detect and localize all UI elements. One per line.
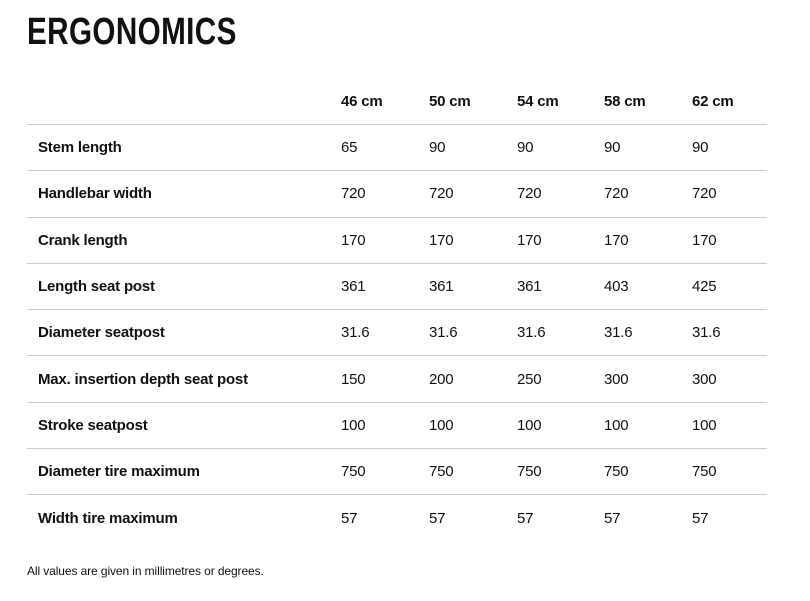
value-cell: 100 — [429, 416, 454, 434]
value-cell: 300 — [604, 370, 629, 388]
value-cell: 750 — [341, 463, 366, 481]
value-cell: 720 — [692, 185, 717, 203]
value-cell: 200 — [429, 370, 454, 388]
value-cell: 90 — [517, 139, 534, 157]
value-cell: 57 — [692, 510, 709, 528]
row-label: Width tire maximum — [38, 510, 178, 528]
value-cell: 57 — [517, 510, 534, 528]
table-row: Crank length 170 170 170 170 170 — [27, 218, 767, 264]
table-row: Stroke seatpost 100 100 100 100 100 — [27, 403, 767, 450]
value-cell: 31.6 — [517, 324, 546, 342]
table-row: Stem length 65 90 90 90 90 — [27, 125, 767, 172]
row-label: Length seat post — [38, 278, 155, 296]
value-cell: 31.6 — [604, 324, 633, 342]
page-title: ERGONOMICS — [27, 11, 237, 53]
value-cell: 31.6 — [692, 324, 721, 342]
row-label: Diameter seatpost — [38, 324, 165, 342]
value-cell: 90 — [692, 139, 709, 157]
value-cell: 100 — [341, 416, 366, 434]
value-cell: 170 — [692, 231, 717, 249]
value-cell: 90 — [429, 139, 446, 157]
row-label: Max. insertion depth seat post — [38, 370, 248, 388]
row-label: Diameter tire maximum — [38, 463, 200, 481]
value-cell: 65 — [341, 139, 358, 157]
column-header-62-cm: 62 cm — [692, 93, 734, 110]
row-label: Handlebar width — [38, 185, 152, 203]
value-cell: 361 — [429, 278, 454, 296]
row-label: Stem length — [38, 139, 122, 157]
value-cell: 100 — [692, 416, 717, 434]
table-row: Diameter tire maximum 750 750 750 750 750 — [27, 449, 767, 496]
value-cell: 300 — [692, 370, 717, 388]
value-cell: 250 — [517, 370, 542, 388]
value-cell: 720 — [517, 185, 542, 203]
table-row: Length seat post 361 361 361 403 425 — [27, 264, 767, 311]
table-footnote: All values are given in millimetres or d… — [27, 563, 264, 578]
value-cell: 90 — [604, 139, 621, 157]
column-header-54-cm: 54 cm — [517, 93, 559, 110]
column-header-50-cm: 50 cm — [429, 93, 471, 110]
row-label: Crank length — [38, 231, 128, 249]
value-cell: 57 — [341, 510, 358, 528]
table-body: Stem length 65 90 90 90 90 Handlebar width 720 7… — [27, 125, 767, 542]
value-cell: 720 — [429, 185, 454, 203]
table-row: Diameter seatpost 31.6 31.6 31.6 31.6 31.6 — [27, 310, 767, 357]
value-cell: 100 — [517, 416, 542, 434]
value-cell: 425 — [692, 278, 717, 296]
ergonomics-page: ERGONOMICS 46 cm 50 cm 54 cm 58 cm 62 cm Ste… — [27, 11, 767, 578]
value-cell: 170 — [341, 231, 366, 249]
value-cell: 361 — [341, 278, 366, 296]
value-cell: 750 — [429, 463, 454, 481]
table-row: Width tire maximum 57 57 57 57 57 — [27, 495, 767, 541]
value-cell: 170 — [517, 231, 542, 249]
value-cell: 361 — [517, 278, 542, 296]
ergonomics-table: 46 cm 50 cm 54 cm 58 cm 62 cm Stem length 65 9… — [27, 79, 767, 542]
value-cell: 170 — [604, 231, 629, 249]
value-cell: 750 — [517, 463, 542, 481]
value-cell: 750 — [604, 463, 629, 481]
value-cell: 150 — [341, 370, 366, 388]
value-cell: 57 — [429, 510, 446, 528]
value-cell: 403 — [604, 278, 629, 296]
row-label: Stroke seatpost — [38, 416, 148, 434]
value-cell: 750 — [692, 463, 717, 481]
column-header-58-cm: 58 cm — [604, 93, 646, 110]
column-header-46-cm: 46 cm — [341, 93, 383, 110]
value-cell: 31.6 — [341, 324, 370, 342]
value-cell: 31.6 — [429, 324, 458, 342]
value-cell: 57 — [604, 510, 621, 528]
value-cell: 100 — [604, 416, 629, 434]
table-header-row: 46 cm 50 cm 54 cm 58 cm 62 cm — [27, 79, 767, 125]
table-row: Max. insertion depth seat post 150 200 250 3… — [27, 356, 767, 403]
table-row: Handlebar width 720 720 720 720 720 — [27, 171, 767, 218]
value-cell: 720 — [604, 185, 629, 203]
value-cell: 720 — [341, 185, 366, 203]
value-cell: 170 — [429, 231, 454, 249]
